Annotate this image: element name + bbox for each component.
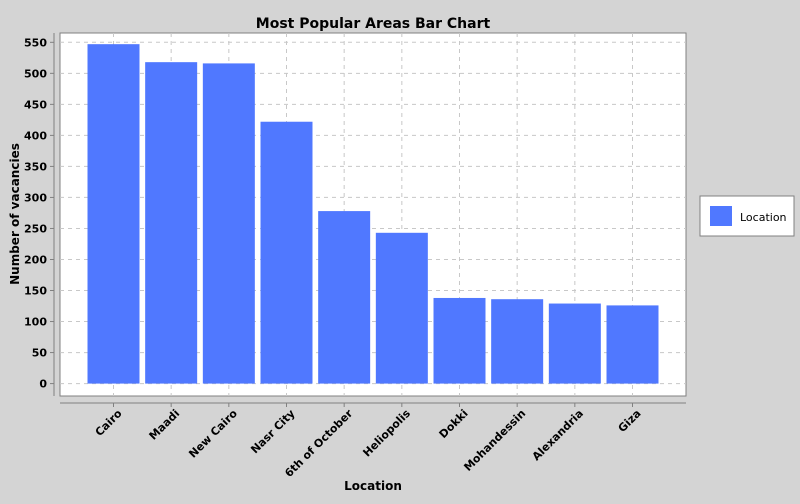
bar bbox=[433, 297, 486, 384]
y-tick-label: 400 bbox=[24, 129, 47, 142]
x-tick-label: New Cairo bbox=[186, 407, 240, 461]
axes bbox=[50, 33, 686, 407]
x-tick-label: Heliopolis bbox=[360, 407, 413, 460]
bars bbox=[87, 44, 659, 384]
y-tick-label: 450 bbox=[24, 98, 47, 111]
x-tick-label: Mohandessin bbox=[461, 407, 528, 474]
y-tick-label: 0 bbox=[39, 378, 47, 391]
bar bbox=[202, 63, 255, 384]
x-tick-label: Dokki bbox=[437, 407, 471, 441]
y-tick-label: 500 bbox=[24, 67, 47, 80]
y-tick-label: 200 bbox=[24, 253, 47, 266]
chart-title: Most Popular Areas Bar Chart bbox=[256, 16, 491, 32]
legend-swatch bbox=[710, 206, 732, 226]
legend-label: Location bbox=[740, 211, 787, 224]
bar bbox=[491, 299, 544, 384]
y-tick-label: 300 bbox=[24, 191, 47, 204]
y-tick-label: 350 bbox=[24, 160, 47, 173]
x-tick-label: Nasr City bbox=[248, 407, 297, 456]
y-tick-label: 100 bbox=[24, 316, 47, 329]
bar bbox=[318, 211, 371, 384]
y-axis-label: Number of vacancies bbox=[8, 143, 22, 285]
y-tick-labels: 0 50 100 150 200 250 300 350 400 450 500 550 bbox=[24, 36, 47, 390]
y-tick-label: 50 bbox=[32, 347, 48, 360]
bar bbox=[87, 44, 140, 384]
bar bbox=[145, 62, 198, 384]
y-tick-label: 550 bbox=[24, 36, 47, 49]
bar bbox=[375, 232, 428, 384]
x-axis-label: Location bbox=[344, 479, 402, 493]
bar bbox=[548, 303, 601, 384]
x-tick-label: Giza bbox=[616, 407, 644, 435]
bar bbox=[606, 305, 659, 384]
bar bbox=[260, 121, 313, 384]
x-tick-label: Cairo bbox=[93, 407, 125, 439]
legend: Location bbox=[699, 195, 795, 237]
x-tick-label: Alexandria bbox=[530, 407, 586, 463]
y-tick-label: 250 bbox=[24, 222, 47, 235]
y-tick-label: 150 bbox=[24, 285, 47, 298]
x-tick-label: Maadi bbox=[147, 407, 183, 443]
